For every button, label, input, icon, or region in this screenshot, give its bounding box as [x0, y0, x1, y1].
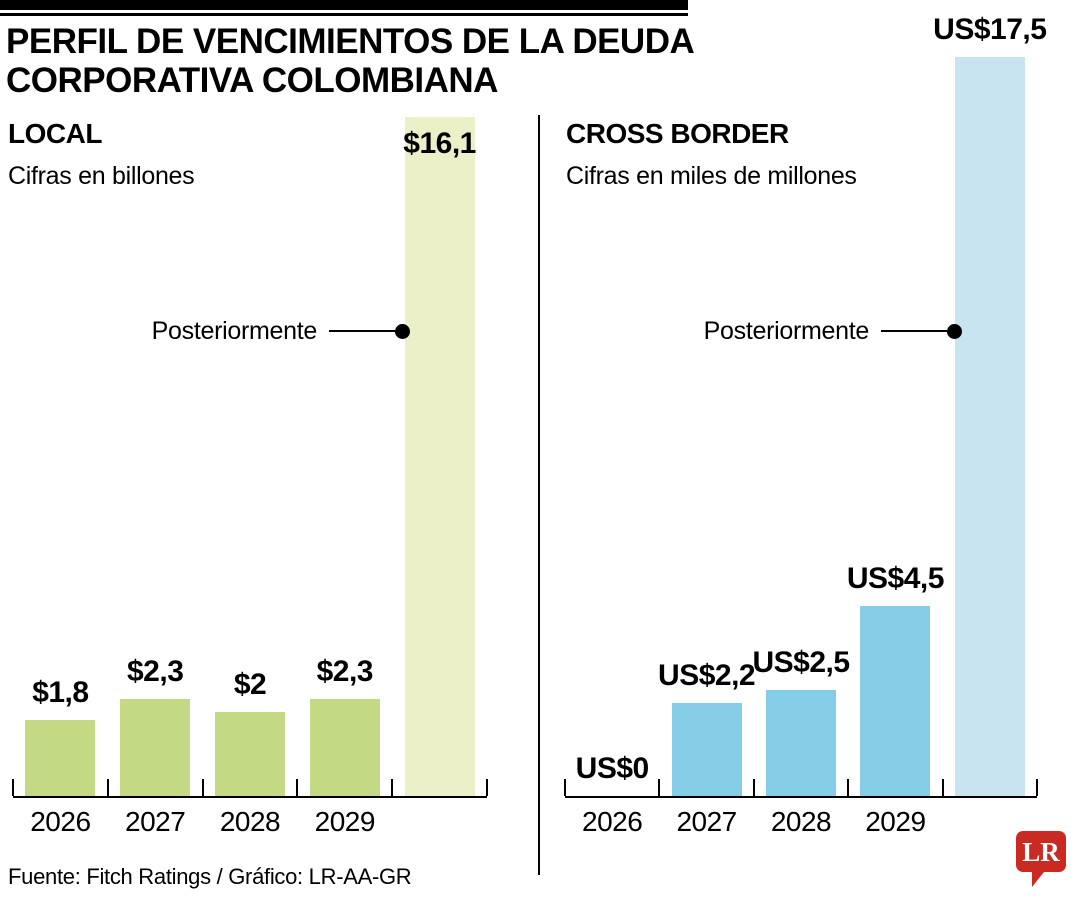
bar-value-label: US$0	[575, 752, 650, 785]
lr-logo: LR	[1016, 831, 1066, 887]
axis-tick-icon	[296, 779, 299, 796]
axis-tick-icon	[847, 779, 850, 796]
page-title-line-2: CORPORATIVA COLOMBIANA	[6, 61, 498, 100]
bar-value-label: $2,3	[126, 655, 184, 688]
cross-border-panel-subtitle: Cifras en miles de millones	[566, 162, 857, 190]
x-axis-category-label: 2027	[125, 806, 186, 837]
local-bar-chart: $1,8 2026 $2,3 2027 $2 2028 $2,3 2029 $16,1	[12, 115, 488, 837]
local-panel-subtitle: Cifras en billones	[8, 162, 195, 190]
source-credit: Fuente: Fitch Ratings / Gráfico: LR-AA-G…	[8, 864, 412, 889]
axis-tick-icon	[391, 779, 394, 796]
local-callout-label: Posteriormente	[151, 316, 318, 345]
bar-value-label: US$4,5	[846, 562, 945, 595]
x-axis-category-label: 2027	[676, 806, 737, 837]
x-axis-category-label: 2029	[865, 806, 926, 837]
bar-posteriormente	[404, 117, 475, 796]
bar-2027	[120, 699, 191, 796]
axis-tick-icon	[486, 779, 488, 796]
bar-value-label: $1,8	[32, 676, 89, 709]
cross-border-posteriormente-callout: Posteriormente	[704, 312, 962, 350]
callout-dot-icon	[947, 323, 962, 339]
cross-border-callout-label: Posteriormente	[703, 316, 870, 345]
callout-line	[881, 330, 947, 332]
axis-tick-icon	[201, 779, 204, 796]
x-axis-line	[565, 796, 1037, 798]
bar-2028	[766, 690, 836, 796]
header-rule-thick	[0, 0, 688, 10]
axis-tick-icon	[941, 779, 944, 796]
bar-2027	[671, 703, 742, 796]
axis-tick-icon	[658, 779, 661, 796]
axis-tick-icon	[564, 779, 566, 796]
lr-logo-bubble	[1016, 831, 1066, 887]
axis-tick-icon	[106, 779, 109, 796]
bar-2029	[860, 606, 931, 796]
bar-2028	[215, 712, 285, 796]
cross-border-bar-chart: US$0 2026 US$2,2 2027 US$2,5 2028 US$4,5 2029 US…	[564, 13, 1047, 837]
axis-tick-icon	[12, 779, 14, 796]
callout-dot-icon	[395, 323, 410, 339]
bar-posteriormente	[954, 57, 1025, 796]
bar-2029	[309, 699, 380, 796]
header-rule-thin	[0, 13, 688, 16]
x-axis-category-label: 2026	[30, 806, 91, 837]
bar-value-label: US$17,5	[933, 13, 1047, 46]
x-axis-category-label: 2028	[219, 806, 281, 837]
bar-2026	[25, 720, 96, 796]
x-axis-category-label: 2026	[582, 806, 643, 837]
bar-value-label: US$2,5	[752, 646, 850, 679]
x-axis-line	[13, 796, 487, 798]
axis-tick-icon	[1036, 779, 1038, 796]
x-axis-category-label: 2029	[314, 806, 376, 837]
axis-tick-icon	[752, 779, 755, 796]
bar-value-label: $16,1	[403, 127, 476, 160]
bar-value-label: $2	[233, 668, 267, 701]
x-axis-category-label: 2028	[770, 806, 832, 837]
bar-value-label: $2,3	[316, 655, 374, 688]
lr-logo-text: LR	[1022, 837, 1060, 867]
page-title-line-1: PERFIL DE VENCIMIENTOS DE LA DEUDA	[6, 22, 695, 61]
local-panel-title: LOCAL	[8, 118, 102, 149]
bar-value-label: US$2,2	[658, 659, 756, 692]
cross-border-panel-title: CROSS BORDER	[566, 118, 789, 149]
local-posteriormente-callout: Posteriormente	[152, 312, 410, 350]
panel-divider	[538, 115, 540, 875]
callout-line	[329, 330, 395, 332]
page-title: PERFIL DE VENCIMIENTOS DE LA DEUDA CORPO…	[6, 22, 706, 100]
